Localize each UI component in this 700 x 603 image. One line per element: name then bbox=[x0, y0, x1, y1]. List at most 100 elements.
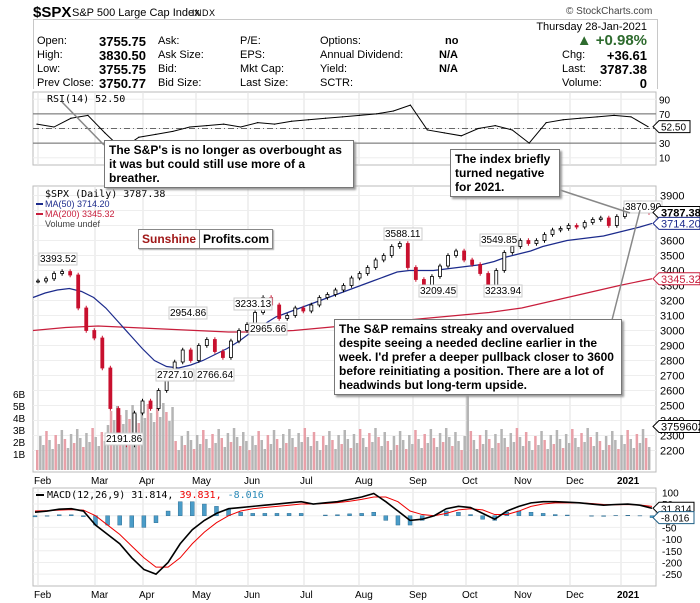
volume-bar bbox=[478, 435, 482, 470]
price-annotation-label: 2954.86 bbox=[170, 308, 207, 319]
volume-bar bbox=[251, 436, 254, 470]
rsi-point bbox=[274, 123, 276, 125]
volume-bar bbox=[435, 447, 439, 470]
candle-body bbox=[494, 270, 499, 286]
candle-body bbox=[590, 219, 595, 223]
price-xtick-label: 2021 bbox=[617, 476, 640, 487]
price-xtick-label: Aug bbox=[355, 476, 373, 487]
volume-bar bbox=[100, 432, 104, 470]
candle-body bbox=[558, 228, 563, 231]
candle-body bbox=[277, 304, 282, 319]
volume-bar bbox=[211, 434, 214, 470]
rsi-point bbox=[172, 130, 174, 133]
price-ytick-label: 3600 bbox=[660, 236, 684, 248]
rsi-point bbox=[206, 124, 208, 127]
macd-xtick-label: Apr bbox=[139, 590, 155, 601]
volume-bar bbox=[285, 443, 288, 470]
candle-body bbox=[148, 400, 153, 409]
volume-bar bbox=[177, 450, 180, 470]
volume-bar bbox=[623, 444, 626, 470]
volume-ytick-label: 3B bbox=[13, 426, 26, 437]
macd-xtick-label: Sep bbox=[409, 590, 427, 601]
volume-bar bbox=[36, 450, 39, 470]
candle-body bbox=[76, 274, 81, 309]
volume-bar bbox=[577, 447, 580, 470]
candle-body bbox=[108, 367, 113, 409]
volume-bar bbox=[226, 433, 230, 470]
price-annotation-label: 2965.66 bbox=[250, 324, 287, 335]
macd-histogram-bar bbox=[298, 513, 304, 516]
volume-bar bbox=[321, 436, 325, 470]
rsi-point bbox=[579, 117, 581, 119]
volume-bar bbox=[586, 428, 589, 470]
volume-bar bbox=[543, 440, 546, 470]
candle-body bbox=[438, 265, 442, 277]
volume-bar bbox=[574, 438, 577, 470]
rsi-point bbox=[443, 132, 445, 134]
volume-bar bbox=[521, 446, 525, 470]
volume-bar bbox=[232, 428, 236, 470]
volume-bar bbox=[202, 430, 205, 470]
volume-bar bbox=[617, 449, 620, 470]
price-annotation-box bbox=[483, 284, 523, 298]
volume-bar bbox=[531, 450, 534, 470]
rsi-last-value-box bbox=[652, 120, 691, 134]
volume-bar bbox=[254, 445, 257, 470]
volume-bar bbox=[57, 444, 61, 470]
volume-bar bbox=[260, 440, 263, 470]
volume-bar bbox=[552, 444, 556, 470]
volume-bar bbox=[358, 429, 362, 470]
volume-bar bbox=[315, 441, 319, 470]
price-ytick-label: 2500 bbox=[660, 401, 684, 413]
volume-bar bbox=[63, 439, 67, 470]
volume-bar bbox=[632, 448, 636, 470]
options-label: Options: bbox=[320, 35, 361, 47]
volume-bar bbox=[60, 430, 64, 470]
bid-size-label: Bid Size: bbox=[158, 77, 202, 89]
macd-histogram-bar bbox=[359, 513, 364, 516]
volume-bar bbox=[512, 442, 516, 470]
volume-bar bbox=[488, 439, 491, 470]
volume-bar bbox=[192, 449, 196, 470]
candle-body bbox=[341, 285, 346, 291]
rsi-ytick-label: 30 bbox=[659, 139, 671, 150]
macd-histogram-bar bbox=[528, 512, 534, 516]
volume-bar bbox=[189, 440, 193, 470]
volume-bar bbox=[103, 441, 107, 470]
macd-histogram-bar bbox=[165, 510, 171, 516]
volume-bar bbox=[386, 441, 390, 470]
price-annotation-box bbox=[104, 432, 144, 446]
volume-bar bbox=[515, 428, 519, 470]
ma200-legend: MA(200) 3345.32 bbox=[45, 209, 115, 219]
price-ytick-label: 2900 bbox=[660, 341, 684, 353]
price-xtick-label: Jul bbox=[300, 476, 313, 487]
volume-bar bbox=[518, 437, 522, 470]
candle-body bbox=[413, 267, 418, 280]
volume-bar bbox=[269, 444, 273, 470]
volume-tag-label: 3759602 bbox=[661, 422, 700, 434]
volume-bar bbox=[97, 446, 100, 470]
open-value: 3755.75 bbox=[99, 34, 146, 49]
rsi-point bbox=[290, 120, 293, 122]
volume-bar bbox=[137, 423, 140, 470]
price-annotation-label: 3233.94 bbox=[485, 286, 522, 297]
copyright-link[interactable]: © StockCharts.com bbox=[566, 6, 653, 17]
macd-histogram-bar bbox=[371, 512, 376, 516]
volume-bar bbox=[484, 430, 488, 470]
price-xtick-label: May bbox=[192, 476, 211, 487]
macd-xtick-label: Mar bbox=[91, 590, 109, 601]
volume-bar bbox=[481, 444, 485, 470]
volume-bar bbox=[392, 436, 396, 470]
rsi-point bbox=[596, 116, 598, 118]
candle-body bbox=[229, 340, 233, 358]
macd-histogram-bar bbox=[250, 513, 255, 516]
candle-body bbox=[614, 216, 619, 226]
volume-bar bbox=[340, 444, 343, 470]
price-annotation-box bbox=[233, 297, 273, 311]
yield-value: N/A bbox=[439, 63, 458, 75]
candle-body bbox=[60, 271, 65, 274]
volume-tag-box bbox=[652, 420, 700, 433]
candle-body bbox=[534, 240, 539, 244]
volume-bar bbox=[604, 436, 608, 470]
volume-bar bbox=[635, 434, 639, 470]
